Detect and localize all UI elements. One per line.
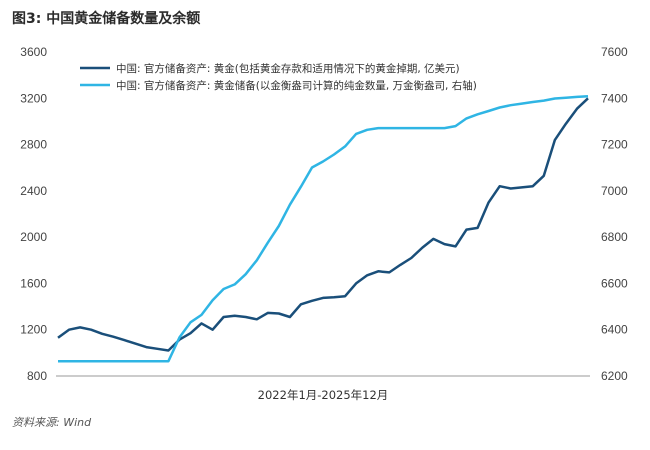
left-tick-label: 3200: [20, 91, 47, 105]
right-tick-label: 6800: [601, 230, 628, 244]
right-tick-label: 6400: [601, 323, 628, 337]
right-tick-label: 7400: [601, 91, 628, 105]
legend: 中国: 官方储备资产: 黄金(包括黄金存款和适用情况下的黄金掉期, 亿美元) 中…: [80, 62, 477, 92]
right-tick-label: 6600: [601, 276, 628, 290]
series-layer: [57, 94, 589, 363]
left-tick-label: 2400: [20, 184, 47, 198]
right-tick-label: 7200: [601, 138, 628, 152]
left-axis: 800 1200 1600 2000 2400 2800 3200 3600: [20, 45, 47, 383]
left-tick-label: 1200: [20, 323, 47, 337]
legend-label-gold-value: 中国: 官方储备资产: 黄金(包括黄金存款和适用情况下的黄金掉期, 亿美元): [116, 62, 460, 75]
left-tick-label: 3600: [20, 45, 47, 59]
left-tick-label: 800: [27, 369, 47, 383]
left-tick-label: 1600: [20, 276, 47, 290]
right-tick-label: 6200: [601, 369, 628, 383]
source-note: 资料来源: Wind: [12, 416, 92, 429]
right-tick-label: 7000: [601, 184, 628, 198]
right-axis: 6200 6400 6600 6800 7000 7200 7400 7600: [601, 45, 628, 383]
left-tick-label: 2800: [20, 138, 47, 152]
legend-label-gold-ounces: 中国: 官方储备资产: 黄金储备(以金衡盎司计算的纯金数量, 万金衡盎司, 右轴…: [116, 79, 477, 92]
right-tick-label: 7600: [601, 45, 628, 59]
chart-title: 图3: 中国黄金储备数量及余额: [12, 11, 201, 27]
series-line-gold-value: [57, 97, 589, 352]
left-tick-label: 2000: [20, 230, 47, 244]
x-axis-label: 2022年1月-2025年12月: [258, 388, 389, 402]
series-line-gold-ounces: [58, 94, 589, 363]
